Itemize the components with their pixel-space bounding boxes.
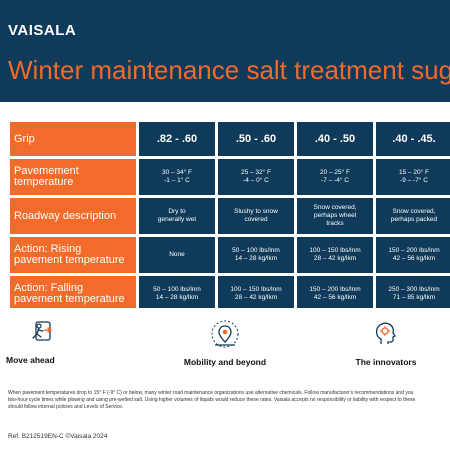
cell-line: 28 – 42 kg/lkm bbox=[313, 255, 357, 262]
row-label: Grip bbox=[10, 122, 136, 156]
cell-line: Slushy to snow bbox=[234, 208, 278, 215]
table-cell: Snow covered, perhaps packed bbox=[376, 198, 450, 234]
cell-text: 250 – 300 lbs/lnm 71 – 85 kg/lkm bbox=[388, 286, 439, 302]
cell-line: 42 – 56 kg/lkm bbox=[313, 294, 357, 301]
cell-line: 25 – 32° F bbox=[240, 169, 272, 176]
cell-line: perhaps packed bbox=[390, 216, 438, 223]
grip-range-cell: .82 - .60 bbox=[139, 122, 215, 156]
cell-line: 150 – 200 lbs/lnm bbox=[309, 286, 361, 293]
salt-treatment-table-area: Grip .82 - .60.50 - .60.40 - .50.40 - .45… bbox=[0, 102, 450, 308]
disclaimer-line-1: When pavement temperatures drop to 15° F… bbox=[8, 390, 414, 396]
cell-text: Snow covered, perhaps packed bbox=[391, 208, 437, 224]
cell-line: 50 – 100 lbs/lnm bbox=[153, 286, 201, 293]
cell-text: 100 – 150 lbs/lnm 28 – 42 kg/lkm bbox=[309, 247, 360, 263]
cell-line: 14 – 28 kg/lkm bbox=[234, 255, 278, 262]
cell-text: Slushy to snow covered bbox=[234, 208, 278, 224]
cell-text: 100 – 150 lbs/lnm 28 – 42 kg/lkm bbox=[230, 286, 281, 302]
cell-line: 250 – 300 lbs/lnm bbox=[388, 286, 440, 293]
cell-line: 14 – 28 kg/lkm bbox=[155, 294, 199, 301]
table-cell: None bbox=[139, 237, 215, 273]
table-cell: 50 – 100 lbs/lnm 14 – 28 kg/lkm bbox=[139, 276, 215, 308]
cell-line: 15 – 20° F bbox=[398, 169, 430, 176]
cell-line: 30 – 34° F bbox=[161, 169, 193, 176]
grip-range-cell: .50 - .60 bbox=[218, 122, 294, 156]
mobility-block: Mobility and beyond bbox=[170, 318, 280, 367]
running-person-icon bbox=[32, 321, 53, 341]
cell-text: 30 – 34° F -1 – 1° C bbox=[162, 169, 192, 185]
table-cell: 150 – 200 lbs/lnm 42 – 56 kg/lkm bbox=[376, 237, 450, 273]
cell-line: 20 – 25° F bbox=[319, 169, 351, 176]
table-cell: 20 – 25° F -7 – -4° C bbox=[297, 159, 373, 195]
table-cell: Snow covered, perhaps wheel tracks bbox=[297, 198, 373, 234]
cell-line: generally wet bbox=[157, 216, 197, 223]
disclaimer-text: When pavement temperatures drop to 15° F… bbox=[8, 390, 448, 411]
row-label: Pavemement temperature bbox=[10, 159, 136, 195]
innovators-block: The innovators bbox=[346, 318, 426, 367]
table-cell: Dry to generally wet bbox=[139, 198, 215, 234]
row-label: Roadway description bbox=[10, 198, 136, 234]
cell-text: 150 – 200 lbs/lnm 42 – 56 kg/lkm bbox=[388, 247, 439, 263]
location-pin-icon bbox=[211, 320, 239, 348]
table-cell: 100 – 150 lbs/lnm 28 – 42 kg/lkm bbox=[218, 276, 294, 308]
cell-line: Dry to bbox=[168, 208, 186, 215]
cell-line: -4 – 0° C bbox=[243, 177, 269, 184]
disclaimer-line-2: two-hour cycle times while plowing and u… bbox=[8, 397, 416, 403]
grip-range-cell: .40 - .45. bbox=[376, 122, 450, 156]
grip-range-cell: .40 - .50 bbox=[297, 122, 373, 156]
page-title: Winter maintenance salt treatment sug bbox=[8, 55, 450, 85]
cell-line: 42 – 56 kg/lkm bbox=[392, 255, 436, 262]
cell-text: 20 – 25° F -7 – -4° C bbox=[320, 169, 350, 185]
cell-line: Snow covered, bbox=[313, 204, 357, 211]
cell-text: Dry to generally wet bbox=[158, 208, 196, 224]
cell-line: perhaps wheel bbox=[313, 212, 357, 219]
cell-text: Snow covered, perhaps wheel tracks bbox=[314, 204, 357, 228]
cell-line: 100 – 150 lbs/lnm bbox=[309, 247, 361, 254]
table-cell: 100 – 150 lbs/lnm 28 – 42 kg/lkm bbox=[297, 237, 373, 273]
row-label: Action: Rising pavement temperature bbox=[10, 237, 136, 273]
cell-line: 100 – 150 lbs/lnm bbox=[230, 286, 282, 293]
cell-text: 150 – 200 lbs/lnm 42 – 56 kg/lkm bbox=[309, 286, 360, 302]
icon-row: Move ahead Mobility and beyond The innov… bbox=[0, 318, 450, 376]
table-cell: 25 – 32° F -4 – 0° C bbox=[218, 159, 294, 195]
cell-line: None bbox=[169, 251, 185, 258]
table-cell: Slushy to snow covered bbox=[218, 198, 294, 234]
move-ahead-block: Move ahead bbox=[6, 318, 70, 365]
cell-line: tracks bbox=[326, 220, 344, 227]
cell-line: -1 – 1° C bbox=[164, 177, 190, 184]
cell-line: Snow covered, bbox=[392, 208, 436, 215]
cell-text: 50 – 100 lbs/lnm 14 – 28 kg/lkm bbox=[232, 247, 280, 263]
cell-line: 71 – 85 kg/lkm bbox=[392, 294, 436, 301]
table-cell: 50 – 100 lbs/lnm 14 – 28 kg/lkm bbox=[218, 237, 294, 273]
head-gears-icon bbox=[375, 322, 396, 344]
header-banner: VAISALA Winter maintenance salt treatmen… bbox=[0, 0, 450, 102]
row-label: Action: Falling pavement temperature bbox=[10, 276, 136, 308]
vaisala-logo: VAISALA bbox=[8, 22, 77, 39]
table-cell: 150 – 200 lbs/lnm 42 – 56 kg/lkm bbox=[297, 276, 373, 308]
table-cell: 250 – 300 lbs/lnm 71 – 85 kg/lkm bbox=[376, 276, 450, 308]
cell-line: -9 – -7° C bbox=[400, 177, 428, 184]
cell-line: -7 – -4° C bbox=[321, 177, 349, 184]
cell-text: 15 – 20° F -9 – -7° C bbox=[399, 169, 429, 185]
innovators-label: The innovators bbox=[355, 357, 417, 367]
cell-line: 50 – 100 lbs/lnm bbox=[232, 247, 280, 254]
disclaimer-line-3: should follow internal policies and Leve… bbox=[8, 404, 124, 410]
salt-treatment-table: Grip .82 - .60.50 - .60.40 - .50.40 - .45… bbox=[10, 122, 450, 308]
cell-text: None bbox=[169, 251, 185, 259]
cell-text: 50 – 100 lbs/lnm 14 – 28 kg/lkm bbox=[153, 286, 201, 302]
table-cell: 15 – 20° F -9 – -7° C bbox=[376, 159, 450, 195]
cell-text: 25 – 32° F -4 – 0° C bbox=[241, 169, 271, 185]
cell-line: 28 – 42 kg/lkm bbox=[234, 294, 278, 301]
reference-footer: Ref. B212519EN-C ©Vaisala 2024 bbox=[8, 433, 108, 440]
cell-line: 150 – 200 lbs/lnm bbox=[388, 247, 440, 254]
mobility-label: Mobility and beyond bbox=[183, 357, 267, 367]
cell-line: covered bbox=[244, 216, 268, 223]
move-ahead-label: Move ahead bbox=[6, 355, 55, 365]
table-cell: 30 – 34° F -1 – 1° C bbox=[139, 159, 215, 195]
